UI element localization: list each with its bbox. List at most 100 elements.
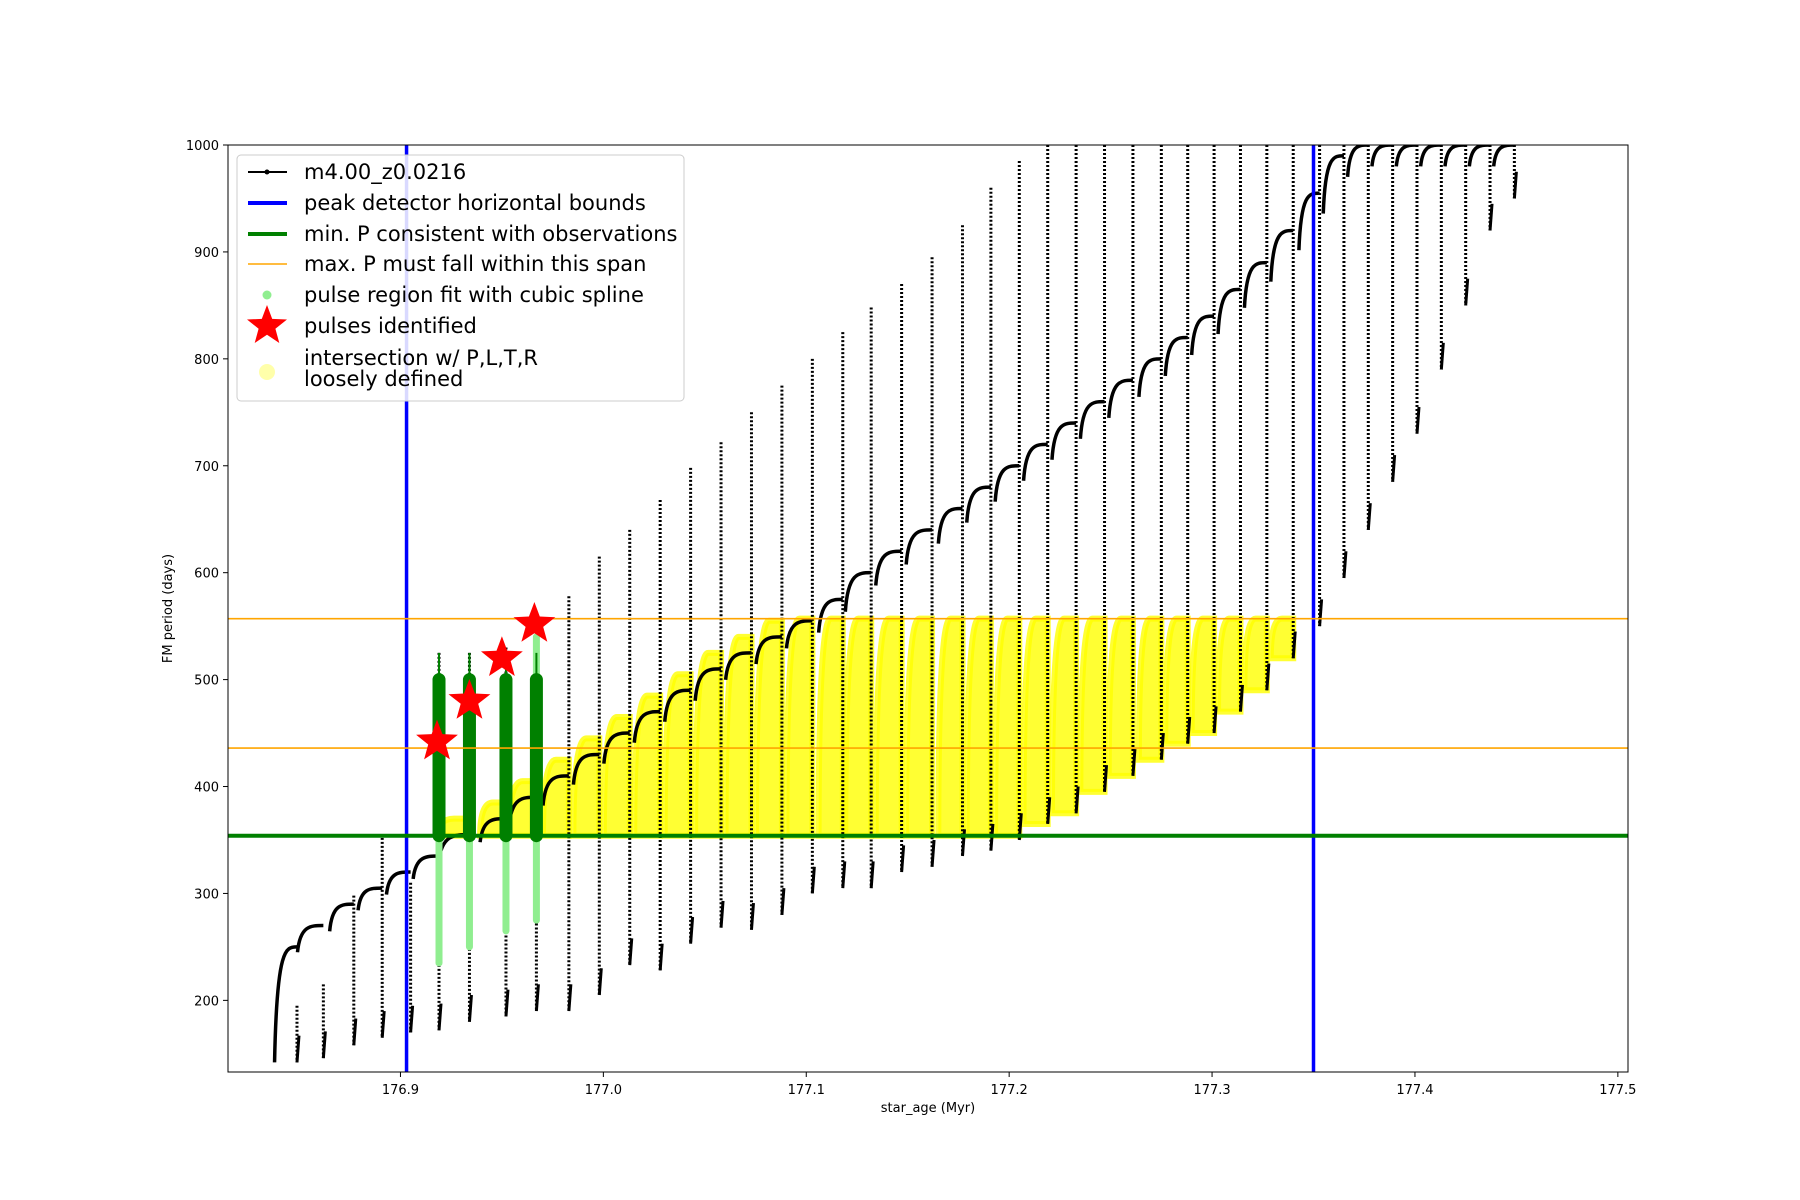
pulse-dip bbox=[1046, 797, 1052, 825]
legend-handle-dot bbox=[259, 364, 275, 380]
data-layer bbox=[272, 145, 1518, 1063]
legend-handle-star bbox=[247, 305, 287, 343]
pulse-dip bbox=[780, 887, 786, 915]
intersection-region-band bbox=[1077, 615, 1108, 795]
pulse-track bbox=[541, 774, 569, 806]
pulse-dip bbox=[689, 916, 695, 944]
intersection-region-band bbox=[842, 615, 875, 839]
intersection-region-band bbox=[783, 615, 816, 839]
pulse-dip bbox=[534, 984, 540, 1012]
y-tick-label: 300 bbox=[194, 887, 219, 902]
pulse-track bbox=[1050, 421, 1077, 460]
pulse-dip bbox=[409, 1005, 415, 1033]
legend-label: pulses identified bbox=[304, 314, 477, 338]
pulse-track bbox=[1418, 145, 1442, 167]
intersection-region-band bbox=[963, 615, 994, 839]
x-tick-label: 177.0 bbox=[585, 1083, 622, 1098]
intersection-region-band bbox=[1020, 615, 1051, 827]
pulse-dip bbox=[810, 866, 816, 894]
pulse-dip bbox=[628, 938, 634, 966]
legend-label: intersection w/ P,L,T,R bbox=[304, 346, 538, 370]
pulse-dip bbox=[352, 1018, 358, 1046]
plot-frame bbox=[227, 144, 1629, 1073]
x-tick-label: 177.1 bbox=[788, 1083, 825, 1098]
pulse-dip bbox=[1464, 278, 1470, 306]
pulse-track bbox=[1137, 357, 1162, 398]
pulse-track bbox=[1269, 228, 1294, 282]
y-tick-label: 600 bbox=[194, 567, 219, 582]
pulse-dip bbox=[1342, 551, 1348, 579]
intersection-region-band bbox=[1048, 615, 1080, 817]
legend-box bbox=[236, 154, 685, 402]
pulse-identified-star bbox=[448, 679, 491, 719]
y-tick-label: 1000 bbox=[186, 139, 219, 154]
pulse-identified-star bbox=[416, 719, 458, 760]
legend-label: pulse region fit with cubic spline bbox=[304, 283, 644, 307]
pulse-dip bbox=[295, 1035, 301, 1063]
pulse-track bbox=[356, 886, 383, 911]
intersection-region-band bbox=[872, 615, 905, 839]
y-tick-label: 800 bbox=[194, 353, 219, 368]
intersection-region-band bbox=[935, 615, 966, 839]
y-axis-label: FM period (days) bbox=[161, 554, 176, 663]
pulse-stars bbox=[416, 602, 556, 760]
pulse-track bbox=[662, 688, 691, 722]
pulse-track bbox=[816, 597, 843, 633]
intersection-region-band bbox=[903, 615, 936, 839]
x-tick-label: 176.9 bbox=[382, 1083, 419, 1098]
pulse-track bbox=[1078, 399, 1105, 439]
pulse-track bbox=[965, 485, 991, 523]
intersection-region-band bbox=[1162, 615, 1191, 747]
intersection-region-band bbox=[815, 615, 846, 839]
pulse-track bbox=[1242, 260, 1267, 308]
legend-label: min. P consistent with observations bbox=[304, 222, 677, 246]
pulse-dip bbox=[658, 943, 664, 971]
pulse-dip bbox=[321, 1031, 327, 1059]
pulse-identified-star bbox=[513, 602, 556, 642]
pulse-track bbox=[843, 570, 872, 612]
pulse-dip bbox=[1103, 765, 1109, 792]
intersection-region-band bbox=[722, 633, 755, 839]
pulse-dip bbox=[597, 968, 603, 996]
pulse-dip bbox=[1366, 503, 1372, 531]
pulse-track bbox=[1467, 145, 1491, 167]
pulse-dip bbox=[467, 994, 473, 1022]
pulse-track bbox=[693, 667, 722, 701]
y-tick-label: 400 bbox=[194, 781, 219, 796]
pulse-track bbox=[602, 731, 630, 764]
intersection-region-band bbox=[1241, 615, 1270, 694]
x-axis-label: star_age (Myr) bbox=[881, 1101, 975, 1116]
pulse-track bbox=[754, 635, 782, 665]
y-tick-label: 700 bbox=[194, 460, 219, 475]
pulse-track bbox=[571, 752, 600, 785]
pulse-dip bbox=[1186, 716, 1192, 744]
intersection-region-band bbox=[539, 756, 572, 839]
pulse-track bbox=[1216, 287, 1241, 335]
pulse-track bbox=[874, 549, 902, 586]
pulse-dip bbox=[437, 1003, 443, 1031]
x-tick-label: 177.3 bbox=[1193, 1083, 1230, 1098]
intersection-region-band bbox=[1135, 615, 1165, 763]
intersection-region-band bbox=[1267, 615, 1297, 662]
pulse-dip bbox=[1238, 684, 1244, 712]
pulse-dip bbox=[1074, 786, 1080, 814]
legend-label: peak detector horizontal bounds bbox=[304, 191, 646, 215]
intersection-region-band bbox=[1188, 615, 1218, 737]
pulse-track bbox=[295, 923, 324, 953]
y-tick-label: 200 bbox=[194, 994, 219, 1009]
x-tick-label: 177.2 bbox=[991, 1083, 1028, 1098]
y-tick-label: 900 bbox=[194, 246, 219, 261]
pulse-dip bbox=[1318, 599, 1324, 627]
pulse-dip bbox=[567, 984, 573, 1012]
pulse-dip bbox=[749, 902, 755, 930]
x-tick-label: 177.4 bbox=[1396, 1083, 1433, 1098]
pulse-dip bbox=[841, 861, 847, 889]
legend-handle-dot bbox=[262, 290, 272, 300]
x-axis-ticks: 176.9 177.0 177.1 177.2 177.3 177.4 177.5 bbox=[382, 1072, 1636, 1098]
pulse-dip bbox=[719, 900, 725, 928]
pulse-track bbox=[1107, 378, 1133, 418]
pulse-track bbox=[904, 528, 933, 565]
pulse-dip bbox=[869, 861, 875, 889]
